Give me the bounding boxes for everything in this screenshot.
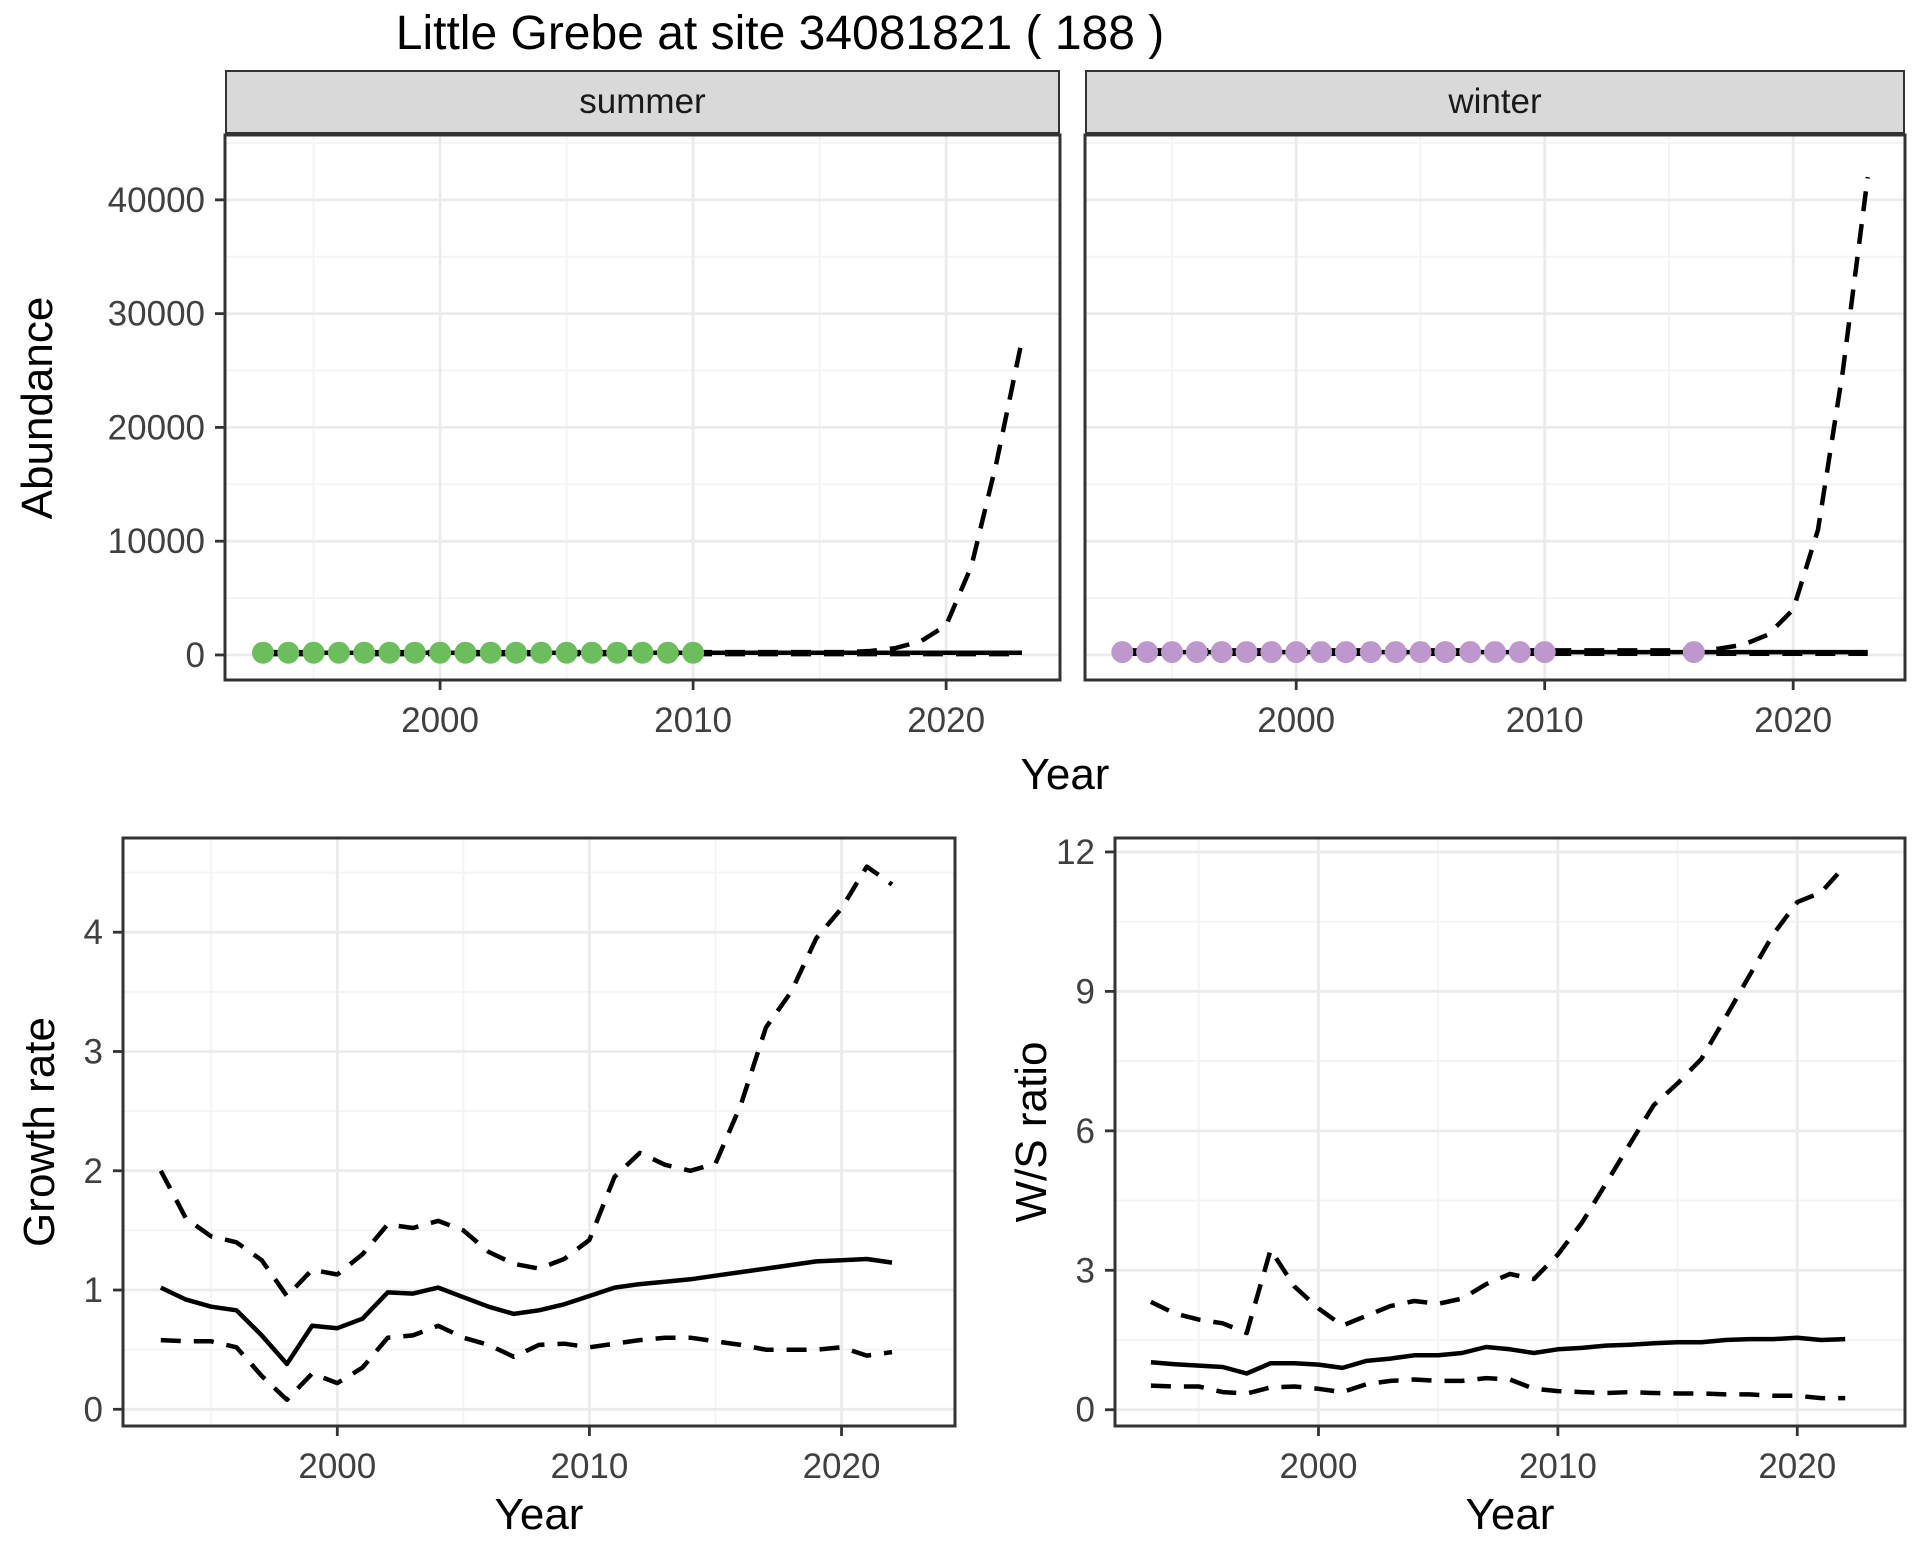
observed-point xyxy=(1484,641,1506,664)
observed-point xyxy=(656,641,679,664)
panel-border xyxy=(121,836,957,1428)
observed-point xyxy=(252,641,274,664)
observed-point xyxy=(378,641,401,664)
x-tick-label: 2020 xyxy=(907,701,985,740)
x-tick-label: 2020 xyxy=(1758,1447,1836,1486)
observed-point xyxy=(1409,641,1432,664)
observed-point xyxy=(580,641,603,664)
observed-point xyxy=(1210,641,1233,664)
observed-point xyxy=(682,641,705,664)
observed-point xyxy=(1185,641,1208,664)
y-tick-label: 20000 xyxy=(108,408,205,447)
facet-strip-summer-label: summer xyxy=(579,82,706,121)
panel-background xyxy=(1085,135,1905,680)
observed-point xyxy=(1334,641,1357,664)
observed-point xyxy=(1310,641,1333,664)
y-tick-label: 10000 xyxy=(108,522,205,561)
x-tick-label: 2000 xyxy=(1280,1447,1358,1486)
panel-background xyxy=(225,135,1060,680)
observed-point xyxy=(1384,641,1407,664)
observed-point xyxy=(1161,641,1183,664)
observed-point xyxy=(1359,641,1382,664)
abundance-axis-title: Abundance xyxy=(13,296,62,520)
observed-point xyxy=(1136,641,1159,664)
y-tick-label: 3 xyxy=(84,1032,103,1071)
panel-border xyxy=(223,133,1062,682)
observed-point xyxy=(555,641,578,664)
observed-point xyxy=(429,641,452,664)
median-line xyxy=(1150,1335,1846,1376)
observed-point xyxy=(277,641,300,664)
y-tick-label: 30000 xyxy=(108,295,205,334)
y-tick-label: 2 xyxy=(84,1152,103,1191)
observed-point xyxy=(1682,641,1705,664)
upper_ci-line xyxy=(158,864,894,1299)
observed-point xyxy=(1111,641,1134,664)
observed-point xyxy=(631,641,654,664)
chart-title: Little Grebe at site 34081821 ( 188 ) xyxy=(395,7,1165,60)
x-tick-label: 2020 xyxy=(803,1447,881,1486)
growth-x-axis-title: Year xyxy=(494,1490,584,1539)
median-line xyxy=(159,1256,893,1367)
x-tick-label: 2000 xyxy=(298,1447,376,1486)
facet-strip-summer: summer xyxy=(225,70,1060,134)
observed-point xyxy=(479,641,502,664)
facet-strip-winter-label: winter xyxy=(1448,82,1542,121)
x-tick-label: 2020 xyxy=(1754,701,1832,740)
lower_ci-line xyxy=(1150,1375,1846,1401)
x-tick-label: 2010 xyxy=(1519,1447,1597,1486)
y-tick-label: 1 xyxy=(84,1271,103,1310)
x-tick-label: 2000 xyxy=(1257,701,1335,740)
observed-point xyxy=(1508,641,1531,664)
growth-rate-axis-title: Growth rate xyxy=(15,1017,64,1247)
observed-point xyxy=(353,641,376,664)
y-tick-label: 0 xyxy=(186,636,205,675)
y-tick-label: 0 xyxy=(84,1390,103,1429)
observed-point xyxy=(1260,641,1283,664)
y-tick-label: 0 xyxy=(1076,1391,1095,1430)
x-tick-label: 2000 xyxy=(401,701,479,740)
observed-point xyxy=(1459,641,1482,664)
y-tick-label: 4 xyxy=(84,913,103,952)
observed-point xyxy=(1533,641,1556,664)
observed-point xyxy=(1434,641,1457,664)
observed-point xyxy=(1235,641,1258,664)
ws-ratio-axis-title: W/S ratio xyxy=(1007,1041,1056,1223)
y-tick-label: 9 xyxy=(1076,972,1095,1011)
lower_ci-line xyxy=(160,1323,893,1403)
observed-point xyxy=(403,641,426,664)
y-tick-label: 12 xyxy=(1056,833,1095,872)
y-tick-label: 3 xyxy=(1076,1251,1095,1290)
observed-point xyxy=(606,641,629,664)
x-tick-label: 2010 xyxy=(1506,701,1584,740)
x-tick-label: 2010 xyxy=(654,701,732,740)
panel-background xyxy=(123,838,955,1426)
observed-point xyxy=(505,641,527,664)
x-tick-label: 2010 xyxy=(550,1447,628,1486)
y-tick-label: 40000 xyxy=(108,181,205,220)
facet-strip-winter: winter xyxy=(1085,70,1905,134)
observed-point xyxy=(530,641,553,664)
upper_ci-line xyxy=(1149,863,1847,1336)
observed-point xyxy=(454,641,477,664)
observed-point xyxy=(302,641,325,664)
observed-point xyxy=(327,641,350,664)
observed-point xyxy=(1285,641,1308,664)
ws-x-axis-title: Year xyxy=(1465,1490,1555,1539)
y-tick-label: 6 xyxy=(1076,1112,1095,1151)
top-x-axis-title: Year xyxy=(1020,750,1110,799)
panel-border xyxy=(1083,133,1907,682)
